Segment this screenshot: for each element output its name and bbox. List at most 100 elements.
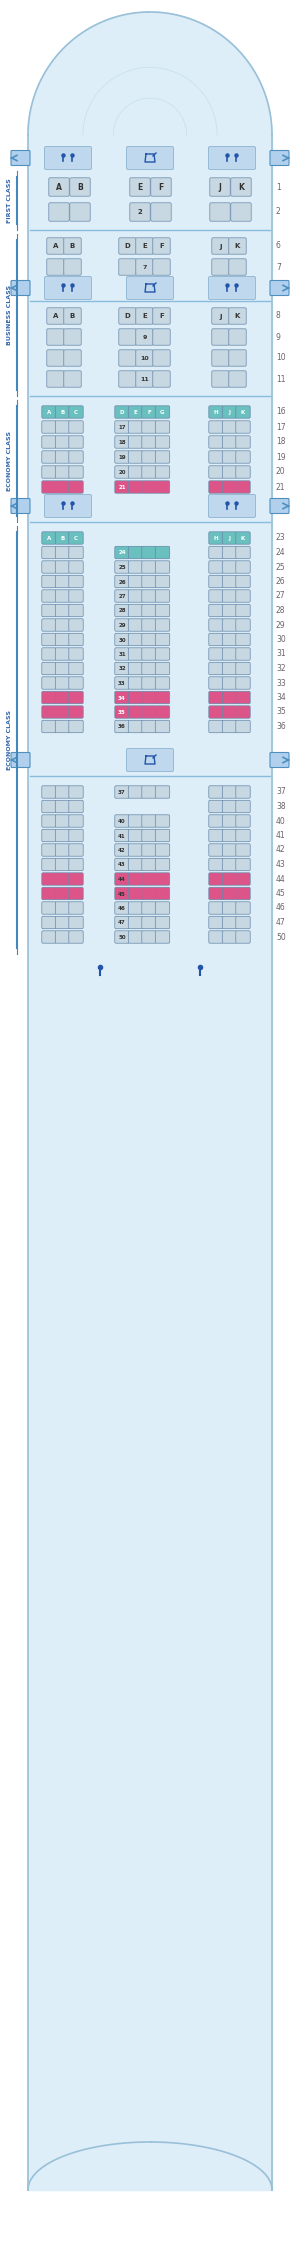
Text: 11: 11 — [140, 377, 149, 381]
Text: 21: 21 — [118, 484, 126, 489]
FancyBboxPatch shape — [64, 370, 81, 388]
FancyBboxPatch shape — [115, 677, 129, 689]
Text: 16: 16 — [276, 408, 286, 417]
Text: K: K — [241, 410, 245, 415]
FancyBboxPatch shape — [209, 633, 223, 646]
FancyBboxPatch shape — [136, 370, 153, 388]
Text: G: G — [160, 410, 165, 415]
FancyBboxPatch shape — [155, 677, 170, 689]
FancyBboxPatch shape — [69, 467, 83, 478]
FancyBboxPatch shape — [115, 662, 129, 675]
FancyBboxPatch shape — [128, 873, 143, 886]
Text: 47: 47 — [118, 920, 126, 926]
Text: BUSINESS CLASS: BUSINESS CLASS — [8, 285, 13, 345]
Text: 2: 2 — [138, 209, 142, 215]
Text: J: J — [229, 536, 230, 541]
FancyBboxPatch shape — [55, 814, 70, 828]
FancyBboxPatch shape — [42, 843, 56, 857]
FancyBboxPatch shape — [222, 662, 237, 675]
FancyBboxPatch shape — [153, 238, 170, 253]
FancyBboxPatch shape — [128, 888, 143, 899]
FancyBboxPatch shape — [212, 258, 229, 276]
FancyBboxPatch shape — [231, 177, 251, 195]
Text: F: F — [147, 410, 151, 415]
FancyBboxPatch shape — [222, 561, 237, 574]
Text: E: E — [137, 184, 142, 193]
Text: 18: 18 — [118, 440, 126, 444]
Text: 38: 38 — [276, 803, 286, 812]
FancyBboxPatch shape — [209, 677, 223, 689]
FancyBboxPatch shape — [236, 785, 250, 799]
Text: F: F — [159, 314, 164, 319]
FancyBboxPatch shape — [155, 662, 170, 675]
FancyBboxPatch shape — [155, 619, 170, 630]
Text: 29: 29 — [276, 621, 286, 630]
FancyBboxPatch shape — [236, 888, 250, 899]
FancyBboxPatch shape — [142, 902, 156, 915]
Text: E: E — [142, 314, 147, 319]
FancyBboxPatch shape — [236, 720, 250, 733]
FancyBboxPatch shape — [64, 258, 81, 276]
FancyBboxPatch shape — [142, 707, 156, 718]
FancyBboxPatch shape — [151, 202, 171, 222]
FancyBboxPatch shape — [115, 843, 129, 857]
FancyBboxPatch shape — [142, 843, 156, 857]
Text: 7: 7 — [142, 265, 147, 269]
Text: 42: 42 — [118, 848, 126, 852]
FancyBboxPatch shape — [236, 480, 250, 493]
FancyBboxPatch shape — [209, 814, 223, 828]
FancyBboxPatch shape — [236, 619, 250, 630]
FancyBboxPatch shape — [11, 150, 30, 166]
FancyBboxPatch shape — [44, 276, 92, 301]
FancyBboxPatch shape — [222, 590, 237, 601]
FancyBboxPatch shape — [128, 720, 143, 733]
Polygon shape — [28, 2142, 272, 2189]
FancyBboxPatch shape — [222, 532, 237, 545]
Text: 33: 33 — [276, 677, 286, 689]
FancyBboxPatch shape — [42, 707, 56, 718]
FancyBboxPatch shape — [69, 662, 83, 675]
FancyBboxPatch shape — [69, 931, 83, 944]
FancyBboxPatch shape — [55, 931, 70, 944]
FancyBboxPatch shape — [222, 931, 237, 944]
FancyBboxPatch shape — [55, 435, 70, 449]
FancyBboxPatch shape — [42, 902, 56, 915]
FancyBboxPatch shape — [119, 350, 136, 366]
FancyBboxPatch shape — [128, 633, 143, 646]
FancyBboxPatch shape — [155, 590, 170, 601]
FancyBboxPatch shape — [47, 307, 64, 325]
FancyBboxPatch shape — [55, 801, 70, 812]
Text: 2: 2 — [276, 209, 281, 218]
Text: ECONOMY CLASS: ECONOMY CLASS — [8, 431, 13, 491]
FancyBboxPatch shape — [130, 202, 150, 222]
FancyBboxPatch shape — [64, 350, 81, 366]
FancyBboxPatch shape — [69, 814, 83, 828]
FancyBboxPatch shape — [47, 238, 64, 253]
FancyBboxPatch shape — [236, 931, 250, 944]
FancyBboxPatch shape — [142, 561, 156, 574]
FancyBboxPatch shape — [209, 603, 223, 617]
FancyBboxPatch shape — [136, 307, 153, 325]
FancyBboxPatch shape — [142, 785, 156, 799]
FancyBboxPatch shape — [222, 406, 237, 417]
FancyBboxPatch shape — [128, 480, 143, 493]
FancyBboxPatch shape — [222, 648, 237, 659]
Text: A: A — [56, 184, 62, 193]
FancyBboxPatch shape — [209, 422, 223, 433]
FancyBboxPatch shape — [155, 451, 170, 464]
FancyBboxPatch shape — [236, 574, 250, 588]
FancyBboxPatch shape — [209, 691, 223, 704]
FancyBboxPatch shape — [209, 843, 223, 857]
FancyBboxPatch shape — [142, 859, 156, 870]
FancyBboxPatch shape — [136, 330, 153, 345]
Text: 26: 26 — [276, 576, 286, 585]
Text: 33: 33 — [118, 682, 126, 686]
FancyBboxPatch shape — [209, 648, 223, 659]
FancyBboxPatch shape — [128, 662, 143, 675]
FancyBboxPatch shape — [70, 202, 90, 222]
FancyBboxPatch shape — [209, 720, 223, 733]
Text: A: A — [47, 536, 51, 541]
FancyBboxPatch shape — [229, 238, 246, 253]
FancyBboxPatch shape — [222, 451, 237, 464]
Text: ECONOMY CLASS: ECONOMY CLASS — [8, 709, 13, 769]
